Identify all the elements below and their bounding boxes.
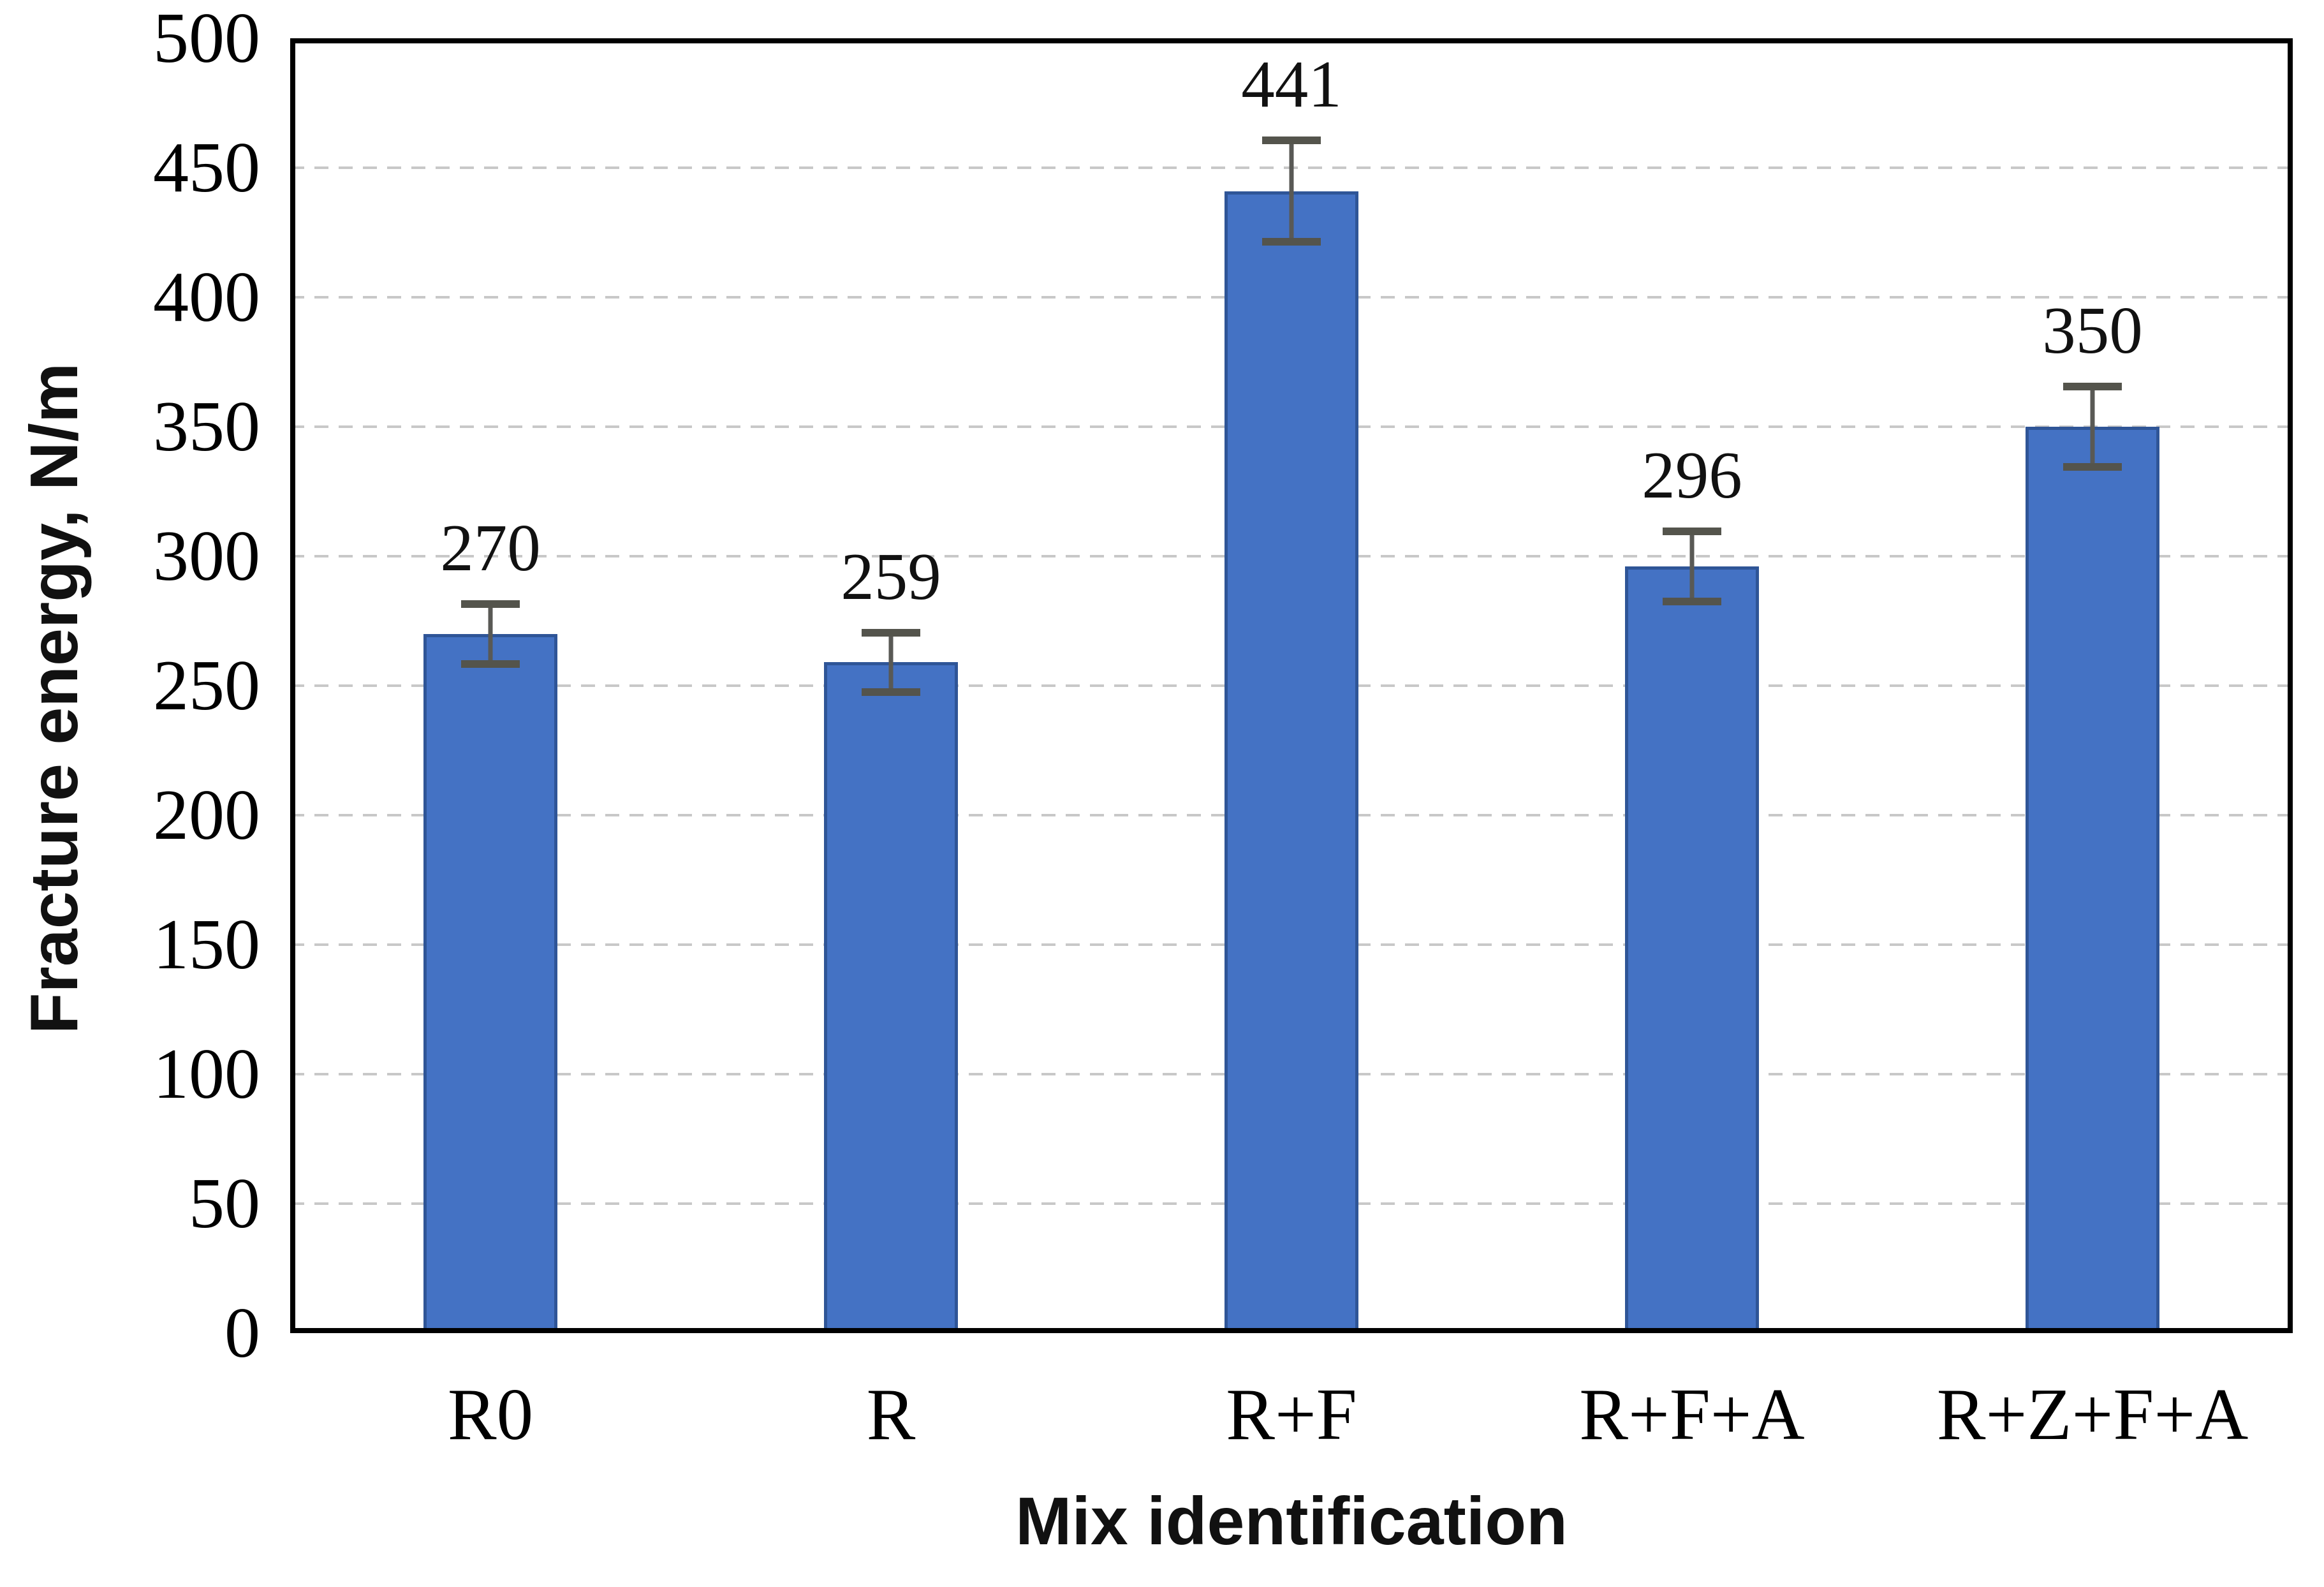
- error-bar-stem: [888, 628, 894, 697]
- y-tick-label-150: 150: [153, 905, 260, 984]
- x-category-label-R: R: [866, 1374, 916, 1455]
- x-axis-title: Mix identification: [1015, 1484, 1568, 1559]
- y-tick-label-200: 200: [153, 776, 260, 855]
- error-bar-bottom-cap: [862, 688, 920, 697]
- error-bar-R: [862, 628, 920, 697]
- x-category-label-R+F: R+F: [1226, 1374, 1357, 1455]
- error-bar-R+Z+F+A: [2063, 382, 2122, 471]
- error-bar-R+F+A: [1663, 528, 1721, 606]
- bar-R+Z+F+A: [2026, 427, 2159, 1333]
- y-tick-label-400: 400: [153, 258, 260, 337]
- plot-area: 270 259 441 296 350: [290, 38, 2293, 1333]
- bar-value-label: 350: [2042, 292, 2143, 367]
- y-tick-label-250: 250: [153, 646, 260, 725]
- bar-value-label: 259: [841, 538, 941, 614]
- y-tick-label-100: 100: [153, 1035, 260, 1114]
- y-tick-label-0: 0: [224, 1294, 260, 1373]
- error-bar-bottom-cap: [1262, 237, 1321, 246]
- error-bar-bottom-cap: [461, 660, 520, 668]
- error-bar-top-cap: [1663, 528, 1721, 536]
- y-tick-label-350: 350: [153, 387, 260, 466]
- error-bar-R0: [461, 600, 520, 668]
- bar-R+F+A: [1625, 566, 1759, 1333]
- bar-R+F: [1225, 191, 1358, 1333]
- bar-value-label: 441: [1241, 47, 1342, 122]
- error-bar-stem: [1689, 528, 1695, 606]
- y-tick-label-450: 450: [153, 128, 260, 207]
- error-bar-bottom-cap: [1663, 598, 1721, 606]
- y-tick-label-500: 500: [153, 0, 260, 78]
- error-bar-stem: [2090, 382, 2095, 471]
- x-category-label-R0: R0: [447, 1374, 534, 1455]
- x-category-label-R+Z+F+A: R+Z+F+A: [1936, 1374, 2249, 1455]
- x-category-label-R+F+A: R+F+A: [1579, 1374, 1805, 1455]
- error-bar-stem: [1289, 137, 1294, 246]
- y-tick-label-300: 300: [153, 517, 260, 596]
- error-bar-top-cap: [461, 600, 520, 609]
- error-bar-top-cap: [862, 628, 920, 637]
- error-bar-stem: [488, 600, 493, 668]
- error-bar-R+F: [1262, 137, 1321, 246]
- error-bar-top-cap: [2063, 382, 2122, 390]
- bar-value-label: 270: [440, 510, 541, 586]
- y-tick-label-50: 50: [189, 1164, 260, 1243]
- error-bar-top-cap: [1262, 137, 1321, 145]
- bar-R: [824, 662, 958, 1333]
- error-bar-bottom-cap: [2063, 463, 2122, 471]
- bar-value-label: 296: [1642, 438, 1742, 513]
- bar-R0: [423, 633, 557, 1333]
